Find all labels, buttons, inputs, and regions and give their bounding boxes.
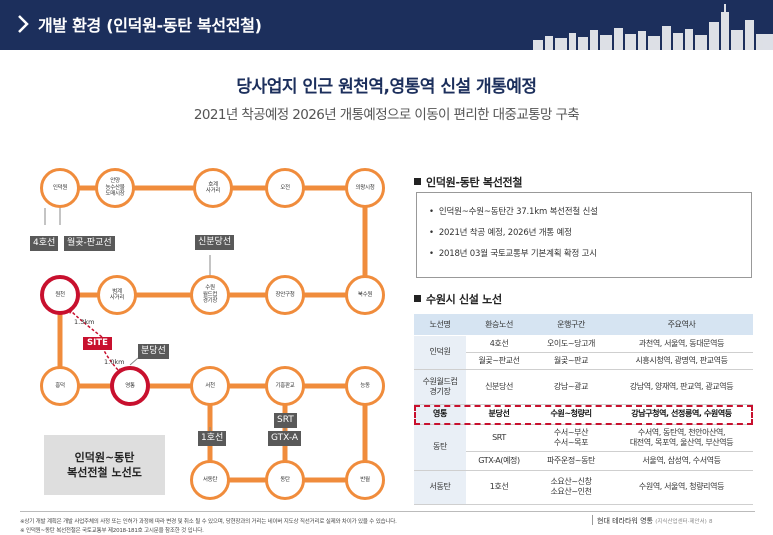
station-wonchon: 원천: [40, 275, 80, 315]
table-cell: 강남~광교: [532, 369, 610, 405]
station-seodongtan: 서동탄: [190, 460, 230, 500]
transfer-tag-sinbundang: 신분당선: [195, 235, 235, 250]
station-hogye-label: 호계 사거리: [205, 181, 221, 195]
footer-divider: [20, 511, 755, 512]
station-beomgye: 범계 사거리: [97, 275, 137, 315]
station-yeongtong: 영통: [110, 366, 150, 406]
station-giheung: 기흥판교: [265, 366, 305, 406]
station-banwol: 반월: [345, 460, 385, 500]
table-cell: 서울역, 삼성역, 수서역등: [610, 451, 753, 471]
line-info-box: 인덕원~수원~동탄간 37.1km 복선전철 신설 2021년 착공 예정, 2…: [416, 192, 752, 278]
station-anyang: 안양 농수산물 도매시장: [95, 168, 135, 208]
station-ojeon: 오전: [265, 168, 305, 208]
transfer-tag-wolgot: 월곶-판교선: [64, 236, 115, 251]
table-cell: 오이도~당고개: [532, 335, 610, 353]
section-title-line-text: 인덕원-동탄 복선전철: [426, 176, 523, 189]
section-title-routes-text: 수원시 신설 노선: [426, 293, 502, 306]
station-uiwang: 의왕시청: [345, 168, 385, 208]
table-cell: 동탄: [414, 424, 466, 471]
brand-sub: (지식산업센터·제안서): [655, 519, 707, 525]
table-cell: 수서역, 동탄역, 천안아산역, 대전역, 목포역, 울산역, 부산역등: [610, 424, 753, 452]
table-cell: 인덕원: [414, 335, 466, 370]
table-header: 운행구간: [532, 314, 610, 336]
table-cell: 과천역, 서울역, 동대문역등: [610, 335, 753, 353]
footer-brand: 현대 테라타워 영통 (지식산업센터·제안서) 8: [597, 516, 713, 526]
distance-yeongtong: 1.0km: [104, 358, 125, 366]
station-hogye: 호계 사거리: [193, 168, 233, 208]
station-indeogwon: 인덕원: [40, 168, 80, 208]
page-header: 개발 환경 (인덕원-동탄 복선전철): [0, 0, 773, 50]
station-jangan: 장안구청: [265, 275, 305, 315]
chevron-right-icon: [18, 15, 29, 33]
legend-line2: 복선전철 노선도: [67, 466, 142, 479]
table-cell: 시흥시청역, 광명역, 판교역등: [610, 352, 753, 370]
page-title: 개발 환경 (인덕원-동탄 복선전철): [38, 16, 262, 35]
info-bullet: 인덕원~수원~동탄간 37.1km 복선전철 신설: [429, 205, 741, 226]
table-cell: 영통: [414, 404, 466, 425]
info-bullet: 2018년 03월 국토교통부 기본계획 확정 고시: [429, 247, 741, 268]
distance-wonchon: 1.3km: [74, 318, 95, 326]
legend-line1: 인덕원~동탄: [74, 451, 135, 464]
footnote-2: ※ 인덕원~동탄 복선전철은 국토교통부 제2018-181호 고시문을 참조한…: [20, 528, 204, 534]
subheadline: 2021년 착공예정 2026년 개통예정으로 이동이 편리한 대중교통망 구축: [193, 107, 580, 123]
table-cell: 강남구청역, 선정릉역, 수원역등: [610, 404, 753, 425]
table-row: 동탄 SRT 수서~부산 수서~목포 수서역, 동탄역, 천안아산역, 대전역,…: [414, 424, 753, 471]
station-neungdong: 능동: [345, 366, 385, 406]
station-buksuwon: 북수원: [345, 275, 385, 315]
city-skyline-icon: [533, 4, 773, 50]
table-row-highlight: 영통 분당선 수원~청량리 강남구청역, 선정릉역, 수원역등: [414, 404, 753, 425]
table-cell: 수원역, 서울역, 청량리역등: [610, 470, 753, 505]
table-cell: 월곶~판교: [532, 352, 610, 370]
routes-table: 노선명 환승노선 운행구간 주요역사 인덕원 4호선 오이도~당고개 과천역, …: [414, 314, 753, 505]
page-number: 8: [709, 519, 713, 525]
station-seocheon: 서천: [190, 366, 230, 406]
square-bullet-icon: [414, 178, 421, 185]
table-cell: 신분당선: [466, 369, 532, 405]
table-cell: 수서~부산 수서~목포: [532, 424, 610, 452]
table-cell: 분당선: [466, 404, 532, 425]
table-cell: 서동탄: [414, 470, 466, 505]
section-title-routes: 수원시 신설 노선: [414, 291, 502, 307]
table-cell: 1호선: [466, 470, 532, 505]
station-dongtan: 동탄: [265, 460, 305, 500]
table-row: 서동탄 1호선 소요산~신창 소요산~인천 수원역, 서울역, 청량리역등: [414, 470, 753, 505]
table-header: 주요역사: [610, 314, 753, 336]
footer-separator: [592, 515, 593, 525]
table-cell: 수원~청량리: [532, 404, 610, 425]
table-header-row: 노선명 환승노선 운행구간 주요역사: [414, 314, 753, 336]
map-legend-box: 인덕원~동탄 복선전철 노선도: [44, 435, 165, 495]
section-title-line: 인덕원-동탄 복선전철: [414, 174, 522, 190]
site-marker: SITE: [83, 337, 112, 350]
info-bullet: 2021년 착공 예정, 2026년 개통 예정: [429, 226, 741, 247]
station-anyang-label: 안양 농수산물 도매시장: [105, 178, 125, 198]
square-bullet-icon: [414, 295, 421, 302]
table-row: 월곶~판교선 월곶~판교 시흥시청역, 광명역, 판교역등: [414, 352, 753, 370]
transfer-tag-bundang: 분당선: [138, 344, 169, 359]
station-heungdeok: 흥덕: [40, 366, 80, 406]
table-cell: 강남역, 양재역, 판교역, 광교역등: [610, 369, 753, 405]
table-cell: SRT: [466, 424, 532, 452]
table-row: GTX-A(예정) 파주운정~동탄 서울역, 삼성역, 수서역등: [414, 451, 753, 471]
table-header: 환승노선: [466, 314, 532, 336]
headline: 당사업지 인근 원천역,영통역 신설 개통예정: [236, 77, 537, 97]
transfer-tag-srt: SRT: [274, 413, 297, 428]
transfer-tag-line4: 4호선: [30, 236, 59, 251]
table-cell: GTX-A(예정): [466, 451, 532, 471]
table-cell: 월곶~판교선: [466, 352, 532, 370]
table-header: 노선명: [414, 314, 466, 336]
transfer-tag-line1: 1호선: [198, 431, 227, 446]
station-suwon-worldcup: 수원 월드컵 경기장: [190, 275, 230, 315]
table-cell: 4호선: [466, 335, 532, 353]
brand-name: 현대 테라타워 영통: [597, 517, 653, 525]
station-suwon-worldcup-label: 수원 월드컵 경기장: [202, 285, 218, 305]
footnote-1: ※상기 개발 계획은 개발 사업주체의 사정 또는 인허가 과정에 따라 변경 …: [20, 519, 397, 525]
station-beomgye-label: 범계 사거리: [109, 288, 125, 302]
table-row: 수원월드컵 경기장 신분당선 강남~광교 강남역, 양재역, 판교역, 광교역등: [414, 369, 753, 405]
table-cell: 파주운정~동탄: [532, 451, 610, 471]
transfer-tag-gtxa: GTX-A: [268, 431, 302, 446]
table-cell: 수원월드컵 경기장: [414, 369, 466, 405]
route-map: 인덕원 안양 농수산물 도매시장 호계 사거리 오전 의왕시청 원천 범계 사거…: [0, 150, 400, 510]
table-cell: 소요산~신창 소요산~인천: [532, 470, 610, 505]
table-row: 인덕원 4호선 오이도~당고개 과천역, 서울역, 동대문역등: [414, 335, 753, 370]
